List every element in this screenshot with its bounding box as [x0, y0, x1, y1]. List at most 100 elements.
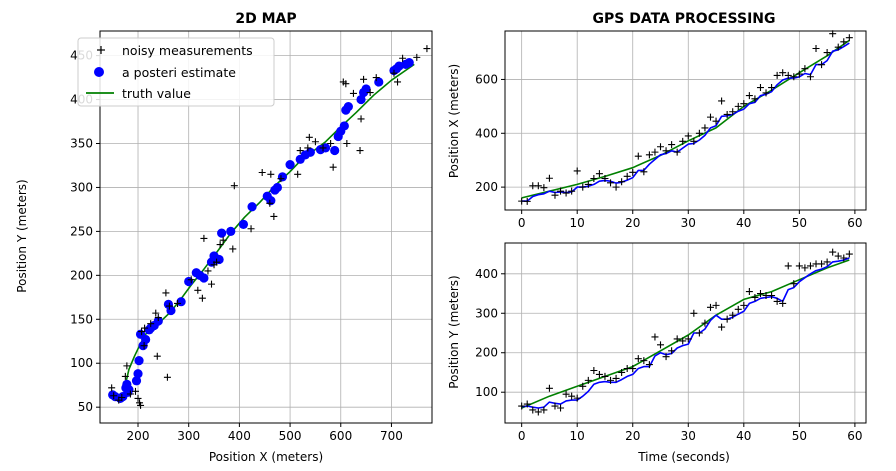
- measurements-point: [123, 362, 131, 370]
- measurements-point: [818, 260, 826, 268]
- measurements-point: [213, 258, 221, 266]
- tick-label-x: 20: [625, 216, 640, 230]
- measurements-point: [662, 147, 670, 155]
- measurements-point: [557, 404, 565, 412]
- measurements-point: [634, 152, 642, 160]
- measurements-point: [673, 335, 681, 343]
- estimate-point: [238, 219, 249, 229]
- measurements-point: [729, 108, 737, 116]
- measurements-point: [540, 184, 548, 192]
- measurements-point: [163, 373, 171, 381]
- measurements-point: [147, 320, 155, 328]
- estimate-point: [214, 254, 224, 265]
- tick-label-y: 600: [475, 72, 498, 86]
- measurements-point: [595, 370, 603, 378]
- measurements-point: [751, 95, 759, 103]
- chart-position-y: 0 10 20 30 40 50 60 100 200 300 400 Time (seconds)…: [447, 242, 867, 464]
- measurements-point: [126, 390, 134, 398]
- estimate-point: [134, 355, 144, 366]
- measurements-point: [679, 137, 687, 145]
- measurements-point: [795, 262, 803, 270]
- data-series: [108, 45, 431, 409]
- measurements-point: [311, 138, 319, 146]
- measurements-point: [584, 180, 592, 188]
- measurements-point: [834, 252, 842, 260]
- measurements-point: [294, 170, 302, 178]
- measurements-point: [673, 148, 681, 156]
- measurements-point: [640, 357, 648, 365]
- tick-label-x: 60: [847, 429, 862, 443]
- measurements-point: [174, 299, 182, 307]
- estimate-point: [166, 305, 176, 316]
- estimate-point: [305, 147, 315, 157]
- estimate-point: [153, 316, 163, 326]
- measurements-point: [612, 374, 620, 382]
- measurements-point: [668, 347, 676, 355]
- estimate-point: [339, 121, 349, 131]
- tick-label-x: 700: [380, 429, 403, 443]
- measurements-point: [845, 34, 853, 42]
- measurements-point: [141, 324, 149, 332]
- estimate-point: [184, 276, 194, 287]
- measurements-point: [267, 170, 275, 178]
- measurements-point: [645, 151, 653, 159]
- measurements-point: [342, 80, 350, 88]
- measurements-point: [579, 382, 587, 390]
- estimate-line: [521, 42, 850, 202]
- measurements-point: [729, 311, 737, 319]
- tick-label-y: 300: [475, 306, 498, 320]
- measurements-point: [568, 392, 576, 400]
- measurements-point: [768, 84, 776, 92]
- measurements-point: [712, 301, 720, 309]
- chart-2d-map: 2003004005006007005010015020025030035040…: [15, 11, 433, 464]
- measurements-point: [657, 143, 665, 151]
- measurements-point: [756, 84, 764, 92]
- chart-title: GPS DATA PROCESSING: [593, 11, 776, 27]
- plot-frame: [504, 242, 867, 424]
- estimate-line: [521, 257, 850, 409]
- measurements-point: [829, 248, 837, 256]
- measurements-point: [366, 89, 374, 97]
- tick-label-y: 250: [70, 224, 93, 238]
- measurements-point: [745, 288, 753, 296]
- measurements-point: [790, 73, 798, 81]
- tick-label-x: 60: [847, 216, 862, 230]
- measurements-point: [645, 361, 653, 369]
- data-series: [518, 30, 853, 205]
- grid-lines: [505, 243, 866, 423]
- tick-label-x: 40: [736, 216, 751, 230]
- measurements-point: [319, 144, 327, 152]
- tick-label-y: 100: [475, 385, 498, 399]
- tick-label-y: 200: [70, 268, 93, 282]
- tick-label-x: 300: [177, 429, 200, 443]
- tick-label-x: 200: [127, 429, 150, 443]
- measurements-point: [706, 303, 714, 311]
- measurements-point: [230, 182, 238, 190]
- plot-frame: [504, 30, 867, 211]
- measurements-point: [356, 147, 364, 155]
- measurements-point: [590, 367, 598, 374]
- measurements-point: [701, 124, 709, 132]
- estimate-point: [343, 101, 353, 112]
- measurements-point: [568, 187, 576, 195]
- measurements-point: [618, 368, 626, 376]
- legend-label-truth: truth value: [122, 86, 191, 101]
- measurements-point: [208, 280, 216, 288]
- tick-label-y: 400: [475, 267, 498, 281]
- measurements-point: [579, 183, 587, 191]
- legend-box: [77, 37, 275, 107]
- measurements-point: [153, 352, 161, 360]
- measurements-point: [723, 315, 731, 323]
- measurements-point: [200, 234, 208, 242]
- measurements-point: [801, 65, 809, 73]
- measurements-point: [773, 71, 781, 79]
- estimate-point: [124, 385, 134, 395]
- measurements-point: [801, 264, 809, 272]
- measurements-point: [834, 43, 842, 51]
- measurements-point: [745, 92, 753, 100]
- measurements-point: [623, 172, 631, 180]
- measurements-point: [551, 402, 559, 410]
- measurements-point: [651, 333, 659, 341]
- measurements-point: [518, 402, 526, 410]
